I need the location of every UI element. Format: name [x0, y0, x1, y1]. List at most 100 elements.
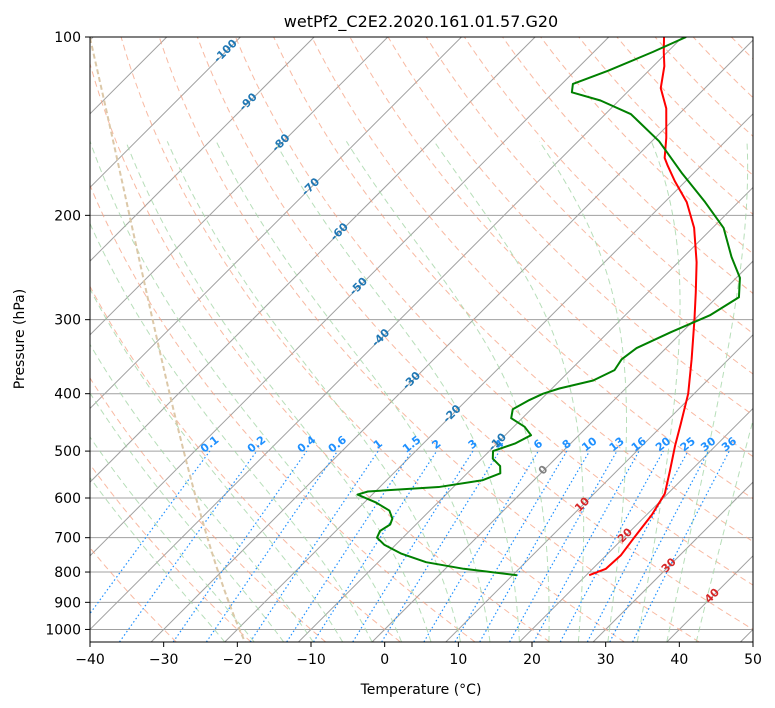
moist-adiabat-line: [695, 418, 753, 642]
mixing-ratio-labels: 0.1 0.2 0.4 0.6 1 1.5 2 3 4 6 8 10 13 16 20 25 30 36: [198, 433, 739, 455]
moist-adiabat-line: [90, 392, 285, 642]
y-tick-label: 300: [54, 313, 81, 329]
dry-adiabat-line: [120, 37, 625, 642]
y-tick-label: 900: [54, 595, 81, 611]
mixing-ratio-line: [205, 450, 339, 642]
mixing-ratio-line: [509, 450, 618, 642]
mixing-ratio-line: [249, 450, 379, 642]
mixing-ratio-label: 0.4: [295, 433, 319, 455]
mixing-ratio-line: [90, 450, 211, 615]
dry-adiabat-line: [196, 37, 753, 631]
dry-adiabat-label: -80: [269, 131, 292, 154]
mixing-ratio-line: [479, 450, 591, 642]
dry-adiabat-label: -100: [211, 37, 240, 66]
x-tick-label: 50: [744, 652, 762, 668]
dry-adiabat-label: -90: [236, 90, 259, 113]
y-tick-label: 200: [54, 208, 81, 224]
mixing-ratio-line: [423, 450, 539, 642]
dry-adiabat-label: -60: [328, 220, 351, 243]
moist-adiabat-line: [90, 343, 314, 642]
isotherm-line: [90, 37, 610, 557]
moist-adiabat-line: [666, 141, 749, 642]
plot-frame: [89, 36, 754, 643]
dry-adiabat-line: [540, 37, 753, 255]
isotherm-line: [90, 37, 683, 631]
mixing-ratio-label: 0.6: [326, 433, 350, 455]
dry-adiabat-label: -20: [440, 402, 463, 425]
x-tick-label: 10: [449, 652, 467, 668]
isotherm-line: [90, 37, 536, 483]
mixing-ratio-line: [454, 450, 568, 642]
moist-adiabat-line: [90, 222, 373, 642]
dry-adiabat-line: [90, 61, 551, 642]
mixing-ratio-line: [352, 450, 474, 642]
mixing-ratio-line: [559, 450, 664, 642]
dry-adiabat-line: [311, 37, 753, 500]
mixing-ratio-line: [286, 450, 413, 642]
isotherm-line: [740, 628, 753, 642]
mixing-ratio-line: [313, 450, 438, 642]
dry-adiabat-label: -30: [400, 369, 423, 392]
x-tick-label: −40: [75, 652, 105, 668]
dry-adiabat-label: -40: [369, 326, 392, 349]
mixing-ratio-label: 1.5: [400, 433, 423, 455]
mixing-ratio-label: 0.2: [245, 433, 268, 455]
dry-adiabat-line: [90, 463, 252, 642]
moist-adiabat-line: [125, 141, 432, 642]
moist-adiabat-line: [433, 141, 585, 642]
temperature-profile-line: [588, 37, 698, 577]
left-dashed-curve: [90, 37, 246, 642]
y-tick-label: 400: [54, 387, 81, 403]
isotherm-line: [592, 481, 753, 642]
isotherm-line: [666, 555, 753, 642]
x-tick-label: −30: [149, 652, 179, 668]
dewpoint-profile-line: [356, 37, 741, 577]
y-tick-label: 800: [54, 565, 81, 581]
dry-adiabat-label: 0: [536, 462, 551, 477]
dry-adiabat-line: [654, 37, 753, 137]
mixing-ratio-line: [533, 450, 640, 642]
dry-adiabat-line: [502, 37, 753, 295]
moist-adiabat-line: [90, 287, 344, 642]
isotherm-line: [90, 37, 462, 410]
dry-adiabat-line: [387, 37, 753, 416]
dry-adiabat-line: [463, 37, 753, 335]
mixing-ratio-label: 1: [371, 437, 385, 452]
mixing-ratio-label: 0.1: [198, 433, 221, 455]
axes-frame: [89, 36, 754, 643]
plot-area: 0.1 0.2 0.4 0.6 1 1.5 2 3 4 6 8 10 13 16 20 25 30 36-100-…: [90, 37, 775, 642]
moist-adiabat-line: [90, 476, 226, 642]
mixing-ratio-line: [586, 450, 689, 642]
chart-title: wetPf2_C2E2.2020.161.01.57.G20: [284, 12, 558, 32]
x-tick-label: 30: [597, 652, 615, 668]
mixing-ratio-label: 6: [531, 437, 545, 452]
isotherm-line: [445, 334, 753, 642]
y-tick-label: 700: [54, 531, 81, 547]
isotherm-line: [90, 37, 389, 336]
y-tick-label: 500: [54, 444, 81, 460]
dry-adiabat-label: -10: [486, 430, 509, 453]
dry-adiabat-line: [349, 37, 753, 458]
dry-adiabat-line: [769, 37, 775, 642]
dry-adiabat-line: [692, 37, 753, 99]
isotherm-line: [371, 260, 753, 642]
dry-adiabat-line: [90, 285, 401, 642]
moist-adiabat-line: [90, 141, 403, 642]
moist-adiabat-line: [636, 141, 681, 642]
isotherm-line: [90, 37, 315, 262]
moist-adiabat-line: [539, 141, 627, 642]
x-tick-label: 0: [380, 652, 389, 668]
x-tick-label: −10: [296, 652, 326, 668]
moist-adiabat-line: [166, 141, 461, 642]
y-tick-label: 100: [54, 30, 81, 46]
moist-adiabat-line: [215, 141, 491, 642]
moist-adiabat-line: [90, 436, 255, 642]
y-tick-label: 1000: [45, 622, 81, 638]
dry-adiabat-label: -50: [347, 274, 370, 297]
dry-adiabat-label: 10: [572, 494, 592, 514]
dry-adiabat-label: -70: [299, 175, 322, 198]
x-tick-label: 40: [670, 652, 688, 668]
mixing-ratio-line: [381, 450, 500, 642]
